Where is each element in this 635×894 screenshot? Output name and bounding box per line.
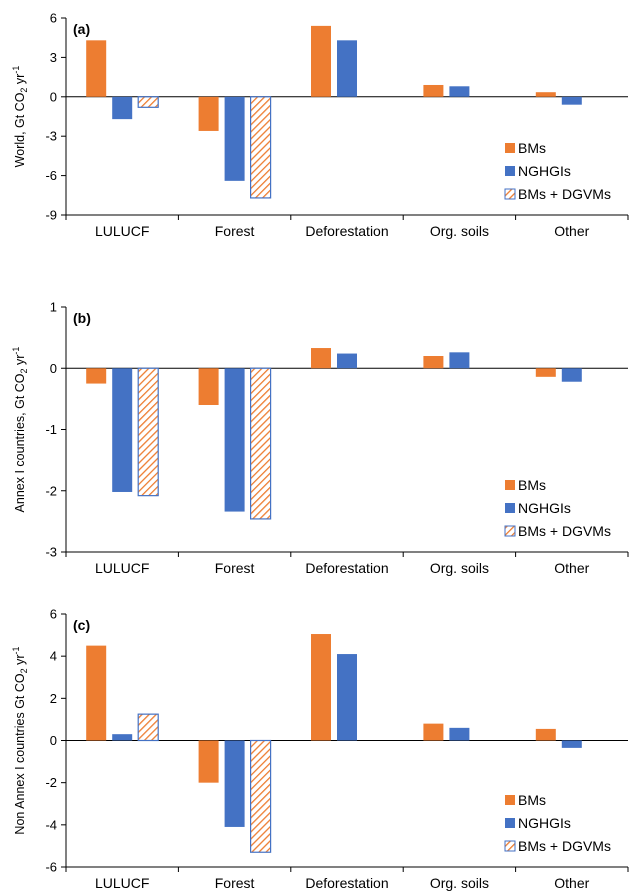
bar-bms bbox=[198, 96, 219, 131]
legend-swatch-bms bbox=[505, 143, 515, 153]
bar-bms-dgvms bbox=[137, 713, 159, 742]
legend-label: BMs bbox=[518, 140, 546, 156]
x-tick-label: LULUCF bbox=[95, 560, 149, 576]
panel-label: (c) bbox=[73, 617, 90, 633]
bar-bms-dgvms bbox=[137, 96, 159, 108]
y-tick-label: -1 bbox=[45, 422, 57, 437]
legend-label: BMs + DGVMs bbox=[518, 838, 611, 854]
x-tick-label: Deforestation bbox=[305, 560, 388, 576]
bar-bms bbox=[535, 728, 556, 741]
bar-bms bbox=[423, 723, 444, 741]
bar-nghgis bbox=[561, 740, 582, 748]
bar-bms bbox=[423, 84, 444, 97]
legend-swatch-bms-dgvms bbox=[504, 525, 516, 537]
chart-panel-world: -9 -6 -3 0 3 6 LULUCF Forest Deforestation Org. s… bbox=[11, 11, 629, 239]
legend-label: NGHGIs bbox=[518, 500, 571, 516]
bar-bms bbox=[535, 92, 556, 97]
x-tick-label: Org. soils bbox=[430, 223, 489, 239]
y-tick-label: -6 bbox=[45, 168, 57, 183]
legend-label: BMs bbox=[518, 477, 546, 493]
y-axis-title: Annex I countries, Gt CO2 yr-1 bbox=[11, 347, 29, 513]
x-tick-label: Other bbox=[554, 223, 589, 239]
legend-swatch-bms bbox=[505, 480, 515, 490]
legend-label: NGHGIs bbox=[518, 163, 571, 179]
legend-swatch-nghgis bbox=[505, 503, 515, 513]
chart-panel-non-annex-i: -6 -4 -2 0 2 4 6 LULUCF Forest Deforestation Org. … bbox=[11, 607, 629, 891]
y-tick-label: -3 bbox=[45, 129, 57, 144]
x-tick-label: LULUCF bbox=[95, 875, 149, 891]
legend-label: BMs + DGVMs bbox=[518, 186, 611, 202]
legend-swatch-nghgis bbox=[505, 818, 515, 828]
legend-swatch-bms-dgvms bbox=[504, 840, 516, 852]
bar-bms bbox=[86, 368, 107, 384]
bar-bms-dgvms bbox=[250, 739, 272, 853]
y-tick-label: -6 bbox=[45, 860, 57, 875]
bar-nghgis bbox=[449, 86, 470, 97]
bar-nghgis bbox=[112, 368, 133, 492]
y-tick-label: 0 bbox=[50, 361, 57, 376]
bar-nghgis bbox=[337, 40, 357, 97]
bar-nghgis bbox=[224, 740, 245, 827]
bar-nghgis bbox=[561, 96, 582, 105]
y-tick-label: 0 bbox=[50, 89, 57, 104]
y-tick-label: 6 bbox=[50, 11, 57, 26]
legend-label: BMs bbox=[518, 792, 546, 808]
x-tick-label: Deforestation bbox=[305, 223, 388, 239]
y-tick-label: 6 bbox=[50, 607, 57, 622]
bar-bms bbox=[311, 25, 331, 97]
y-tick-label: -2 bbox=[45, 775, 57, 790]
bar-nghgis bbox=[337, 353, 357, 369]
y-tick-label: 2 bbox=[50, 691, 57, 706]
y-tick-label: -3 bbox=[45, 545, 57, 560]
bar-nghgis bbox=[112, 734, 133, 741]
bar-bms bbox=[423, 356, 444, 369]
bar-nghgis bbox=[561, 368, 582, 382]
y-tick-label: 1 bbox=[50, 300, 57, 315]
y-tick-label: -9 bbox=[45, 208, 57, 223]
legend-swatch-bms bbox=[505, 795, 515, 805]
x-tick-label: Forest bbox=[215, 223, 255, 239]
panel-label: (a) bbox=[73, 21, 90, 37]
bar-nghgis bbox=[449, 352, 470, 369]
x-tick-label: Org. soils bbox=[430, 560, 489, 576]
bar-nghgis bbox=[449, 727, 470, 741]
y-tick-label: 4 bbox=[50, 649, 57, 664]
bar-nghgis bbox=[337, 654, 357, 741]
bar-bms-dgvms bbox=[250, 367, 272, 520]
legend-swatch-bms-dgvms bbox=[504, 188, 516, 200]
panel-label: (b) bbox=[73, 310, 91, 326]
legend-swatch-nghgis bbox=[505, 166, 515, 176]
x-tick-label: Forest bbox=[215, 875, 255, 891]
y-tick-label: 3 bbox=[50, 50, 57, 65]
bar-bms bbox=[86, 40, 107, 97]
y-axis-title: Non Annex I countries Gt CO2 yr-1 bbox=[11, 646, 29, 834]
x-tick-label: Other bbox=[554, 875, 589, 891]
bar-bms bbox=[311, 348, 331, 369]
x-tick-label: LULUCF bbox=[95, 223, 149, 239]
x-tick-label: Deforestation bbox=[305, 875, 388, 891]
bar-nghgis bbox=[224, 368, 245, 512]
bar-bms bbox=[198, 368, 219, 405]
bar-bms-dgvms bbox=[137, 367, 159, 497]
legend-label: BMs + DGVMs bbox=[518, 523, 611, 539]
y-tick-label: 0 bbox=[50, 733, 57, 748]
x-tick-label: Forest bbox=[215, 560, 255, 576]
bar-nghgis bbox=[112, 96, 133, 120]
bar-bms-dgvms bbox=[250, 96, 272, 199]
bar-bms bbox=[311, 634, 331, 741]
x-tick-label: Org. soils bbox=[430, 875, 489, 891]
y-tick-label: -4 bbox=[45, 817, 57, 832]
bar-bms bbox=[198, 740, 219, 783]
bar-nghgis bbox=[224, 96, 245, 181]
bar-bms bbox=[535, 368, 556, 377]
chart-panel-annex-i: -3 -2 -1 0 1 LULUCF Forest Deforestation Org. so… bbox=[11, 300, 629, 576]
bar-bms bbox=[86, 645, 107, 741]
legend-label: NGHGIs bbox=[518, 815, 571, 831]
y-tick-label: -2 bbox=[45, 483, 57, 498]
y-axis-title: World, Gt CO2 yr-1 bbox=[11, 66, 29, 168]
x-tick-label: Other bbox=[554, 560, 589, 576]
